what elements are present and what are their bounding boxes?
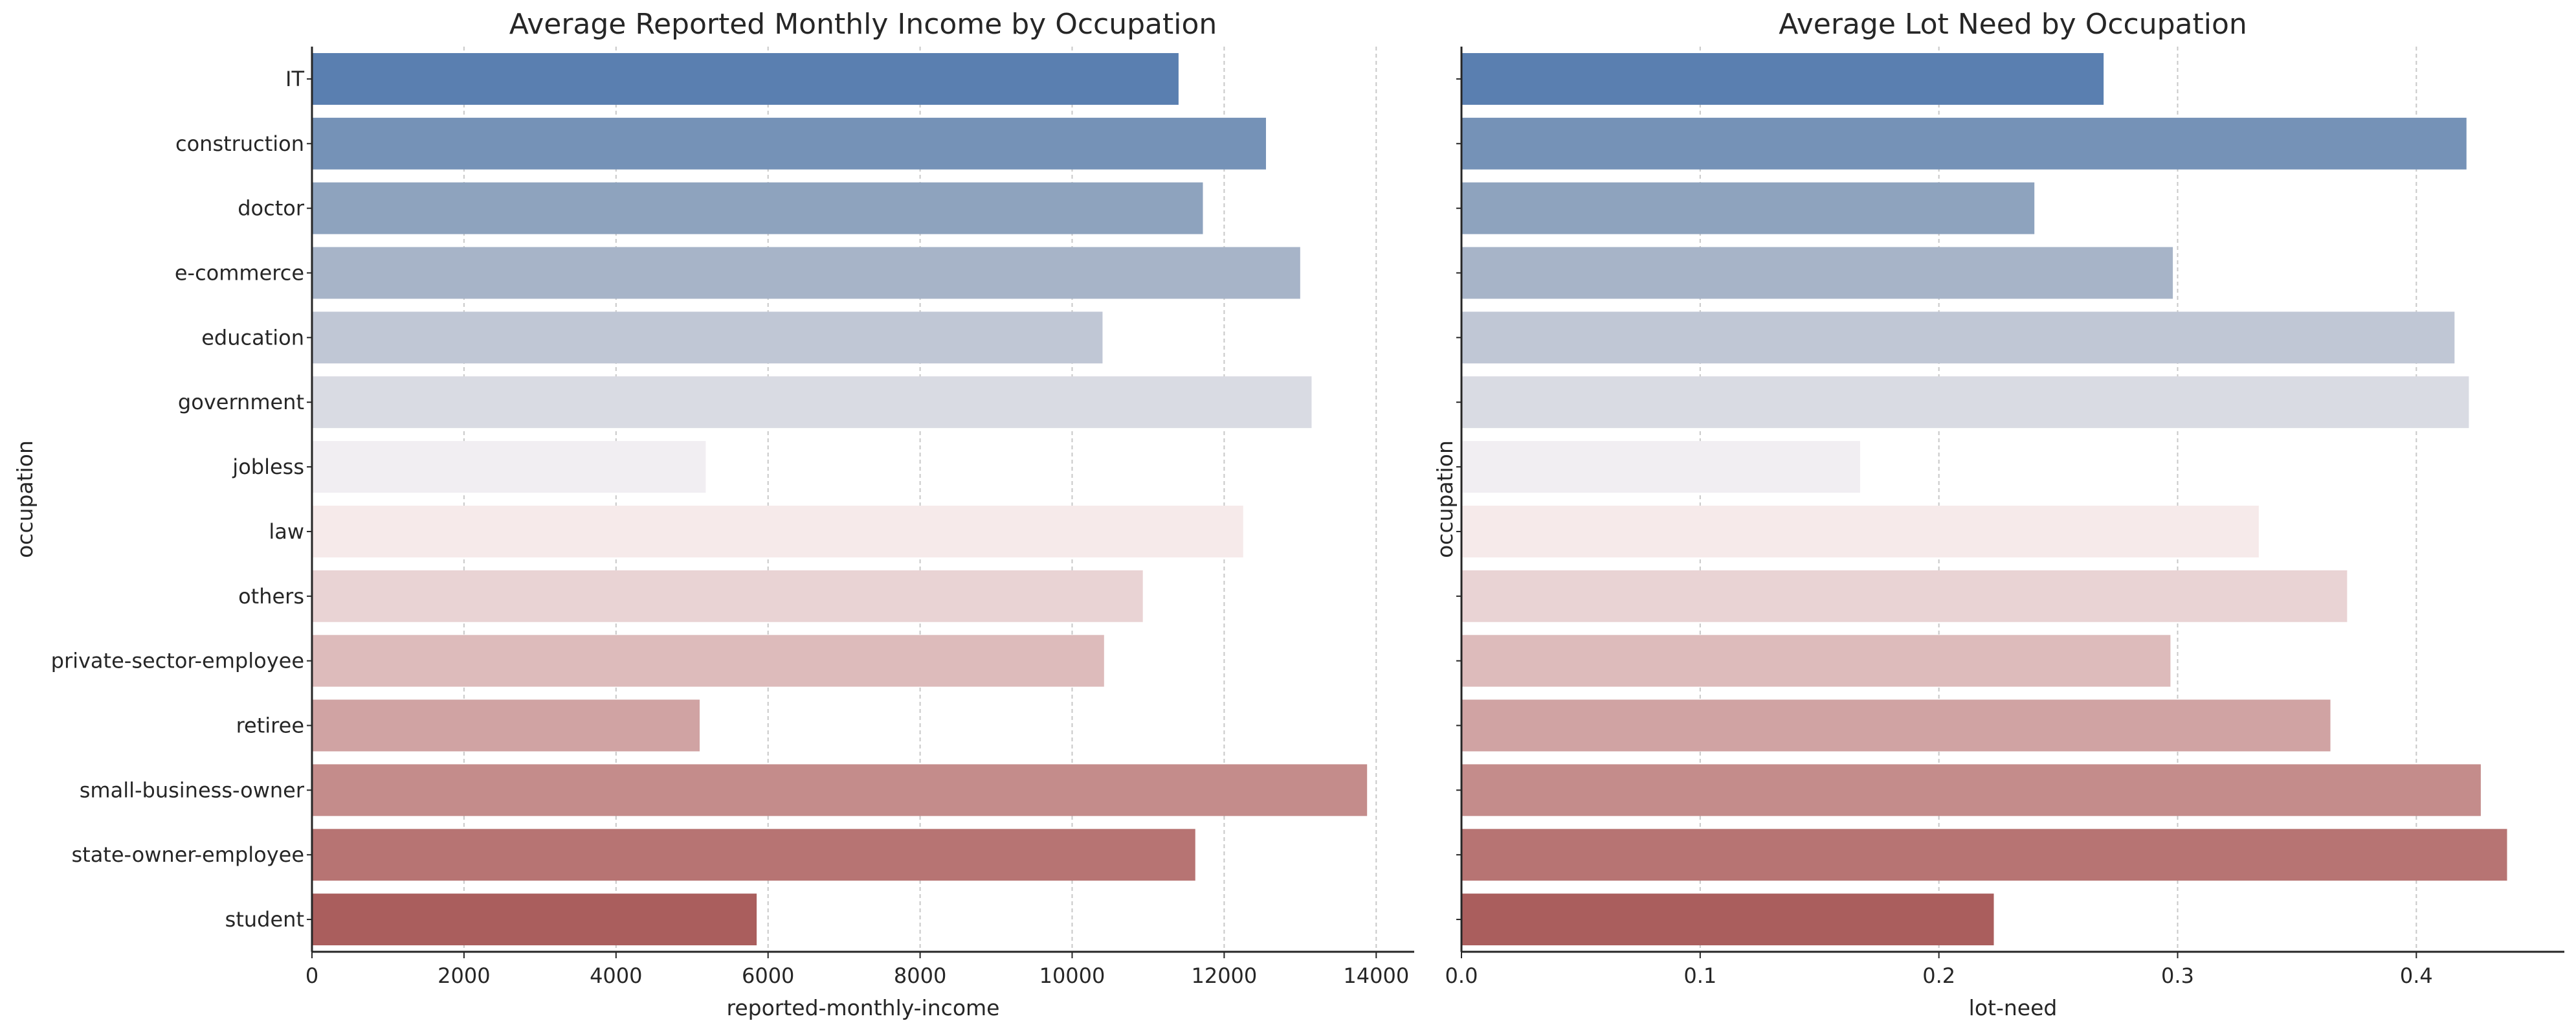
category-label: student	[225, 907, 304, 932]
x-tick-label: 0.3	[2161, 963, 2194, 988]
x-tick-label: 0	[305, 963, 318, 988]
category-label: e-commerce	[175, 261, 304, 286]
category-label: law	[269, 519, 304, 544]
y-axis-label: occupation	[12, 440, 38, 558]
bar-lot-need-others	[1461, 570, 2348, 622]
category-label: jobless	[232, 455, 304, 479]
bar-lot-need-state-owner-employee	[1461, 829, 2507, 881]
income-chart-panel: IT construction doctor e-commerce education g…	[12, 8, 1414, 1020]
bar-lot-need-government	[1461, 376, 2469, 429]
bar-lot-need-construction	[1461, 117, 2467, 170]
category-label: doctor	[238, 196, 305, 221]
bar-lot-need-e-commerce	[1461, 247, 2173, 299]
x-tick-label: 4000	[590, 963, 642, 988]
bar-income-doctor	[312, 182, 1203, 234]
bar-income-education	[312, 311, 1103, 364]
bar-income-private-sector-employee	[312, 635, 1104, 687]
bar-income-retiree	[312, 699, 700, 752]
x-tick-label: 14000	[1343, 963, 1409, 988]
bar-lot-need-student	[1461, 894, 1994, 946]
bar-income-student	[312, 894, 757, 946]
category-label: state-owner-employee	[71, 842, 304, 867]
bar-lot-need-private-sector-employee	[1461, 635, 2171, 687]
bar-income-it	[312, 52, 1179, 105]
x-tick-label: 0.0	[1445, 963, 1478, 988]
category-label: private-sector-employee	[51, 649, 304, 673]
category-label: small-business-owner	[80, 778, 305, 802]
bar-lot-need-doctor	[1461, 182, 2035, 234]
x-tick-label: 8000	[894, 963, 946, 988]
bar-income-jobless	[312, 441, 706, 493]
category-label: education	[201, 325, 304, 350]
bar-lot-need-education	[1461, 311, 2455, 364]
bar-income-others	[312, 570, 1143, 622]
bar-income-law	[312, 505, 1243, 557]
lot-need-chart-panel: 0.0 0.1 0.2 0.3 0.4 Average Lot Need by Occup…	[1432, 8, 2564, 1020]
x-tick-label: 12000	[1191, 963, 1257, 988]
x-tick-label: 0.2	[1922, 963, 1955, 988]
bar-lot-need-small-business-owner	[1461, 764, 2481, 816]
bar-income-small-business-owner	[312, 764, 1368, 816]
category-label: retiree	[236, 714, 304, 738]
category-label: construction	[175, 131, 304, 156]
category-label: others	[238, 584, 304, 609]
bar-income-government	[312, 376, 1312, 429]
bar-lot-need-retiree	[1461, 699, 2331, 752]
bar-lot-need-law	[1461, 505, 2259, 557]
bar-income-construction	[312, 117, 1266, 170]
x-axis-label: lot-need	[1969, 995, 2058, 1020]
chart-title: Average Lot Need by Occupation	[1779, 8, 2247, 41]
x-tick-label: 0.1	[1683, 963, 1716, 988]
chart-title: Average Reported Monthly Income by Occup…	[509, 8, 1217, 41]
y-axis-label: occupation	[1432, 440, 1458, 558]
bar-lot-need-it	[1461, 52, 2104, 105]
x-tick-label: 2000	[438, 963, 490, 988]
category-label: IT	[285, 67, 304, 91]
bar-income-state-owner-employee	[312, 829, 1195, 881]
x-axis-label: reported-monthly-income	[727, 995, 1000, 1020]
bar-lot-need-jobless	[1461, 441, 1860, 493]
x-tick-label: 6000	[742, 963, 794, 988]
x-tick-label: 0.4	[2400, 963, 2433, 988]
x-tick-label: 10000	[1039, 963, 1105, 988]
bar-income-e-commerce	[312, 247, 1300, 299]
category-label: government	[178, 390, 304, 414]
